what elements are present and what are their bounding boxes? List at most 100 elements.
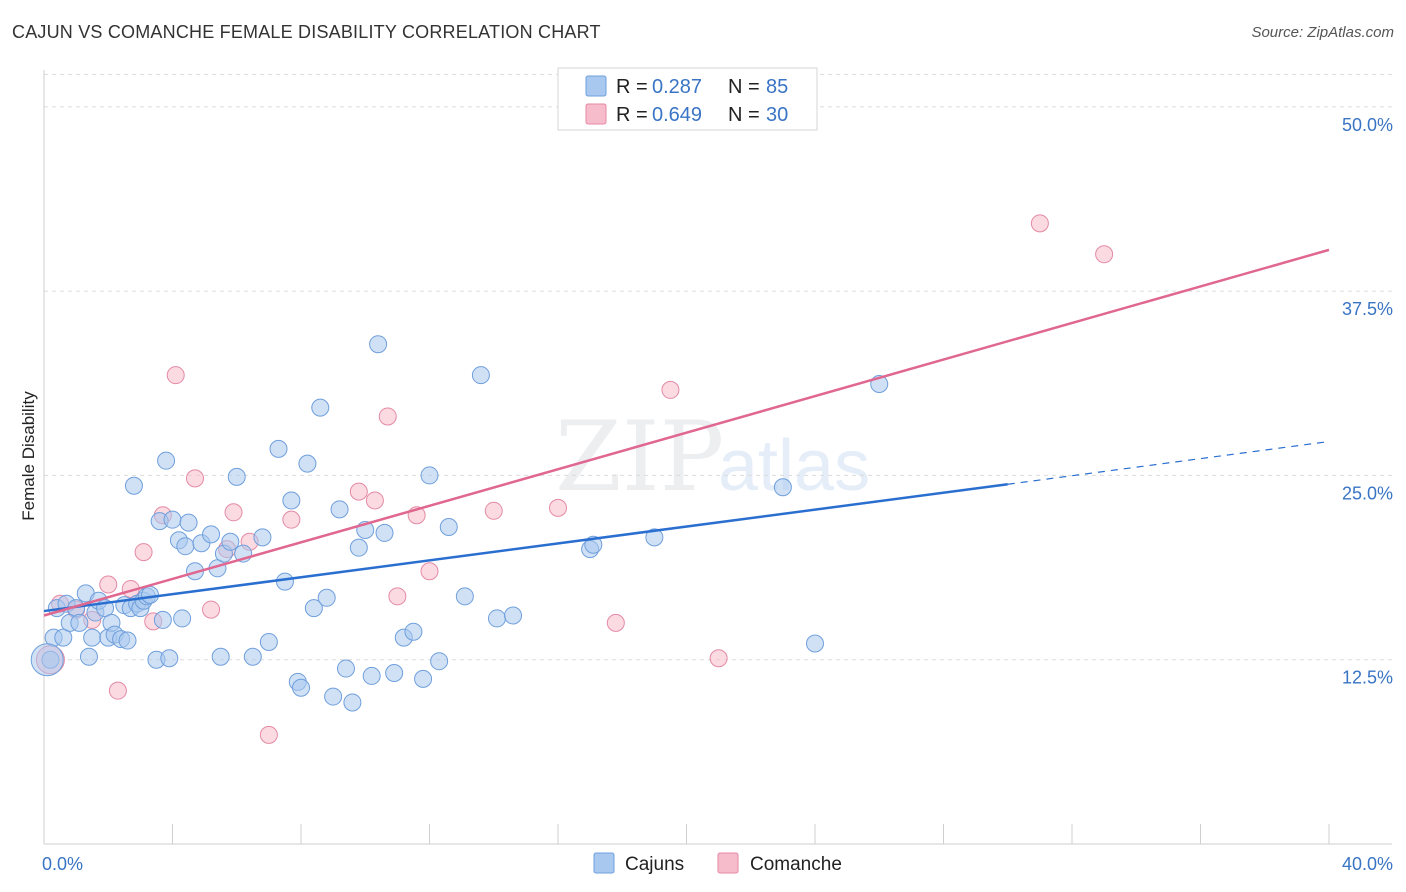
- comanche-point: [661, 380, 680, 399]
- comanche-trend-line: [43, 248, 1330, 617]
- cajuns-point: [349, 538, 368, 557]
- grid-lines: [44, 73, 1392, 661]
- comanche-point: [349, 482, 368, 501]
- comanche-point: [166, 366, 185, 385]
- comanche-point: [185, 469, 204, 488]
- cajuns-point: [404, 622, 423, 641]
- cajuns-point: [324, 687, 343, 706]
- comanche-point: [134, 543, 153, 562]
- cajuns-point: [30, 643, 64, 677]
- bottom-legend-swatch-comanche: [717, 852, 739, 874]
- cajuns-point: [343, 693, 362, 712]
- comanche-point: [99, 575, 118, 594]
- cajuns-point: [221, 532, 240, 551]
- legend-n-value-comanche: 30: [766, 104, 788, 126]
- watermark: ZIP atlas: [555, 401, 870, 513]
- cajuns-point: [369, 335, 388, 354]
- source-credit: Source: ZipAtlas.com: [1251, 24, 1394, 41]
- cajuns-point: [179, 513, 198, 532]
- cajuns-point: [773, 478, 792, 497]
- cajuns-trend-line: [43, 483, 1008, 613]
- comanche-point: [224, 503, 243, 522]
- cajuns-point: [202, 525, 221, 544]
- cajuns-point: [153, 610, 172, 629]
- cajuns-point: [253, 528, 272, 547]
- cajuns-point: [487, 609, 506, 628]
- cajuns-point: [304, 599, 323, 618]
- cajuns-point: [70, 613, 89, 632]
- cajuns-point: [414, 669, 433, 688]
- legend-r-label-cajuns: R =: [616, 76, 648, 98]
- comanche-point: [202, 600, 221, 619]
- comanche-point: [108, 681, 127, 700]
- bottom-legend-label-cajuns: Cajuns: [625, 854, 684, 875]
- cajuns-point: [504, 606, 523, 625]
- y-tick-label: 12.5%: [1342, 668, 1393, 688]
- trend-lines: [43, 248, 1330, 617]
- cajuns-point: [275, 572, 294, 591]
- comanche-point: [549, 498, 567, 517]
- top-legend: R = 0.287 N = 85 R = 0.649 N = 30: [557, 67, 818, 131]
- axes: [43, 70, 1392, 845]
- x-tick-label: 40.0%: [1342, 854, 1393, 874]
- legend-n-label-comanche: N =: [728, 104, 760, 126]
- comanche-point: [378, 407, 397, 426]
- watermark-zip: ZIP: [555, 401, 724, 513]
- comanche-point: [1030, 214, 1049, 233]
- cajuns-point: [227, 467, 246, 486]
- cajuns-point: [385, 663, 404, 682]
- cajuns-point: [124, 476, 143, 495]
- cajuns-trend-extension: [1007, 440, 1330, 485]
- y-axis-title: Female Disability: [19, 391, 38, 521]
- comanche-point: [259, 725, 278, 744]
- cajuns-point: [243, 647, 262, 666]
- legend-r-label-comanche: R =: [616, 104, 648, 126]
- comanche-point: [709, 649, 728, 668]
- cajuns-points: [30, 335, 889, 712]
- legend-n-label-cajuns: N =: [728, 76, 760, 98]
- y-tick-label: 37.5%: [1342, 299, 1393, 319]
- comanche-point: [388, 587, 407, 606]
- x-tick-labels: 0.0% 40.0%: [42, 854, 1393, 874]
- cajuns-point: [317, 588, 336, 607]
- cajuns-point: [83, 628, 102, 647]
- cajuns-point: [79, 647, 98, 666]
- cajuns-point: [336, 659, 355, 678]
- cajuns-point: [211, 647, 230, 666]
- cajuns-point: [157, 451, 176, 470]
- legend-r-value-comanche: 0.649: [652, 104, 702, 126]
- cajuns-point: [173, 609, 192, 628]
- cajuns-point: [330, 500, 349, 519]
- comanche-point: [282, 510, 301, 529]
- cajuns-point: [118, 631, 137, 650]
- cajuns-point: [163, 510, 182, 529]
- chart-title: CAJUN VS COMANCHE FEMALE DISABILITY CORR…: [12, 22, 601, 42]
- bottom-legend-label-comanche: Comanche: [750, 854, 842, 875]
- comanche-point: [420, 562, 439, 581]
- legend-swatch-cajuns: [585, 75, 607, 97]
- cajuns-point: [471, 366, 490, 385]
- comanche-point: [484, 501, 503, 520]
- cajuns-point: [311, 398, 330, 417]
- cajuns-point: [298, 454, 317, 473]
- comanche-point: [1095, 245, 1114, 264]
- cajuns-point: [269, 439, 288, 458]
- cajuns-point: [141, 585, 160, 604]
- cajuns-point: [259, 633, 278, 652]
- bottom-legend-swatch-cajuns: [593, 852, 615, 874]
- legend-r-value-cajuns: 0.287: [652, 76, 702, 98]
- legend-n-value-cajuns: 85: [766, 76, 788, 98]
- cajuns-point: [645, 528, 664, 547]
- cajuns-point: [430, 652, 449, 671]
- cajuns-point: [292, 678, 310, 697]
- y-tick-labels: 12.5% 25.0% 37.5% 50.0%: [1342, 115, 1393, 688]
- legend-swatch-comanche: [585, 103, 607, 125]
- x-tick-label: 0.0%: [42, 854, 83, 874]
- bottom-legend: Cajuns Comanche: [593, 852, 842, 875]
- cajuns-point: [176, 537, 195, 556]
- cajuns-point: [455, 587, 474, 606]
- y-tick-label: 50.0%: [1342, 115, 1393, 135]
- comanche-point: [365, 491, 384, 510]
- cajuns-point: [362, 666, 381, 685]
